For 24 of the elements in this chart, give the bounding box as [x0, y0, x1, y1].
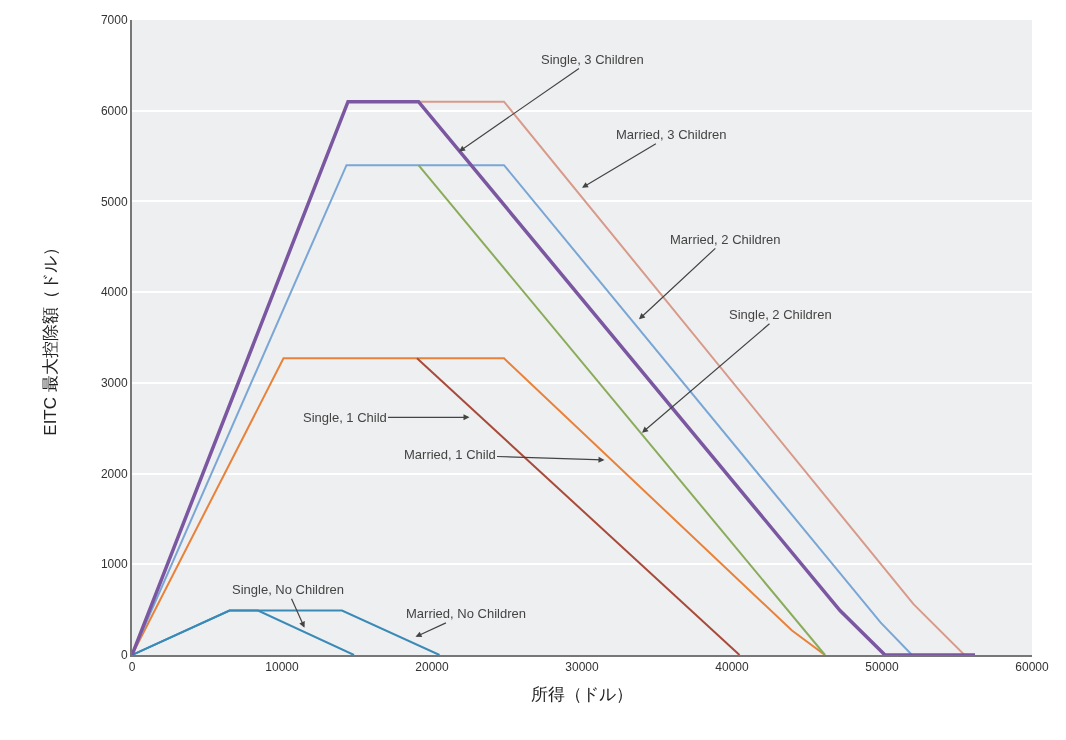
y-tick-label: 5000 [100, 194, 128, 209]
annotation: Married, No Children [406, 606, 526, 621]
annotation: Single, 1 Child [303, 410, 387, 425]
annotation: Single, 2 Children [729, 307, 832, 322]
y-tick-label: 6000 [100, 103, 128, 118]
x-tick-label: 10000 [265, 660, 300, 675]
annotation: Married, 3 Children [616, 127, 727, 142]
x-tick-label: 20000 [415, 660, 450, 675]
y-tick-label: 7000 [100, 13, 128, 28]
y-tick-label: 1000 [100, 557, 128, 572]
annotation: Single, 3 Children [541, 52, 644, 67]
annotation: Single, No Children [232, 582, 345, 597]
x-tick-label: 50000 [865, 660, 900, 675]
y-tick-label: 2000 [100, 466, 128, 481]
x-tick-label: 60000 [1015, 660, 1050, 675]
y-tick-label: 3000 [100, 376, 128, 391]
y-tick-label: 0 [120, 648, 128, 663]
x-tick-label: 30000 [565, 660, 600, 675]
annotation: Married, 2 Children [670, 232, 781, 247]
y-axis-title: EITC 最大控除額（ドル） [40, 239, 60, 436]
x-tick-label: 40000 [715, 660, 750, 675]
annotation: Married, 1 Child [404, 447, 496, 462]
x-axis-title: 所得（ドル） [531, 685, 633, 705]
y-tick-label: 4000 [100, 285, 128, 300]
